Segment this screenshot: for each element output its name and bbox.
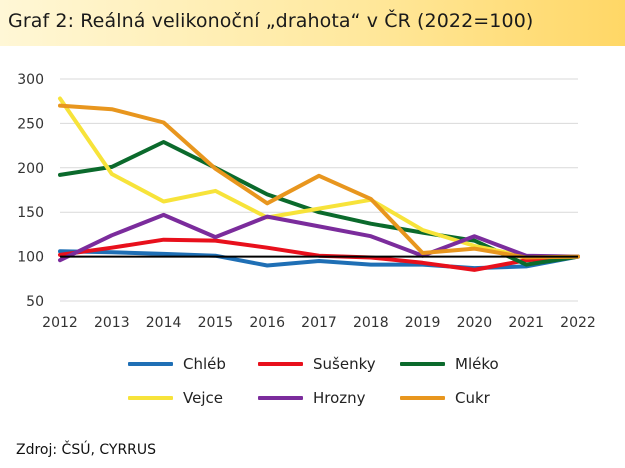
legend-swatch bbox=[400, 362, 445, 366]
x-tick-label: 2012 bbox=[42, 315, 78, 331]
y-tick-label: 150 bbox=[17, 205, 44, 221]
y-tick-label: 100 bbox=[17, 250, 44, 266]
legend-swatch bbox=[128, 362, 173, 366]
x-tick-label: 2016 bbox=[249, 315, 285, 331]
x-tick-label: 2019 bbox=[405, 315, 441, 331]
x-tick-label: 2018 bbox=[353, 315, 389, 331]
series-line-cukr bbox=[58, 103, 580, 260]
legend-swatch bbox=[258, 362, 303, 366]
series-line-vejce bbox=[58, 96, 580, 259]
legend-item-cukr: Cukr bbox=[400, 388, 490, 408]
chart-legend: Chléb Sušenky Mléko Vejce Hrozny Cukr bbox=[0, 350, 625, 420]
legend-swatch bbox=[400, 396, 445, 400]
x-tick-label: 2020 bbox=[457, 315, 493, 331]
legend-swatch bbox=[258, 396, 303, 400]
legend-label: Cukr bbox=[455, 389, 490, 407]
legend-swatch bbox=[128, 396, 173, 400]
y-tick-label: 300 bbox=[17, 72, 44, 88]
x-tick-label: 2013 bbox=[94, 315, 130, 331]
source-note: Zdroj: ČSÚ, CYRRUS bbox=[16, 442, 157, 458]
x-tick-label: 2015 bbox=[198, 315, 234, 331]
x-tick-label: 2021 bbox=[508, 315, 544, 331]
title-bar: Graf 2: Reálná velikonoční „drahota“ v Č… bbox=[0, 0, 625, 46]
legend-label: Chléb bbox=[183, 355, 226, 373]
legend-label: Vejce bbox=[183, 389, 223, 407]
legend-item-mléko: Mléko bbox=[400, 354, 499, 374]
legend-item-hrozny: Hrozny bbox=[258, 388, 366, 408]
chart-title: Graf 2: Reálná velikonoční „drahota“ v Č… bbox=[8, 10, 534, 32]
legend-item-vejce: Vejce bbox=[128, 388, 223, 408]
x-tick-label: 2022 bbox=[560, 315, 596, 331]
x-tick-label: 2014 bbox=[146, 315, 182, 331]
legend-item-chléb: Chléb bbox=[128, 354, 226, 374]
series-line-hrozny bbox=[58, 212, 580, 263]
x-tick-label: 2017 bbox=[301, 315, 337, 331]
legend-label: Mléko bbox=[455, 355, 499, 373]
y-tick-label: 250 bbox=[17, 116, 44, 132]
y-tick-label: 200 bbox=[17, 161, 44, 177]
legend-label: Hrozny bbox=[313, 389, 366, 407]
y-tick-label: 50 bbox=[26, 294, 44, 310]
line-chart: 50 100 150 200 250 300 2012 2013 2014 2015 2016 201… bbox=[17, 72, 596, 331]
legend-item-sušenky: Sušenky bbox=[258, 354, 376, 374]
legend-label: Sušenky bbox=[313, 355, 376, 373]
